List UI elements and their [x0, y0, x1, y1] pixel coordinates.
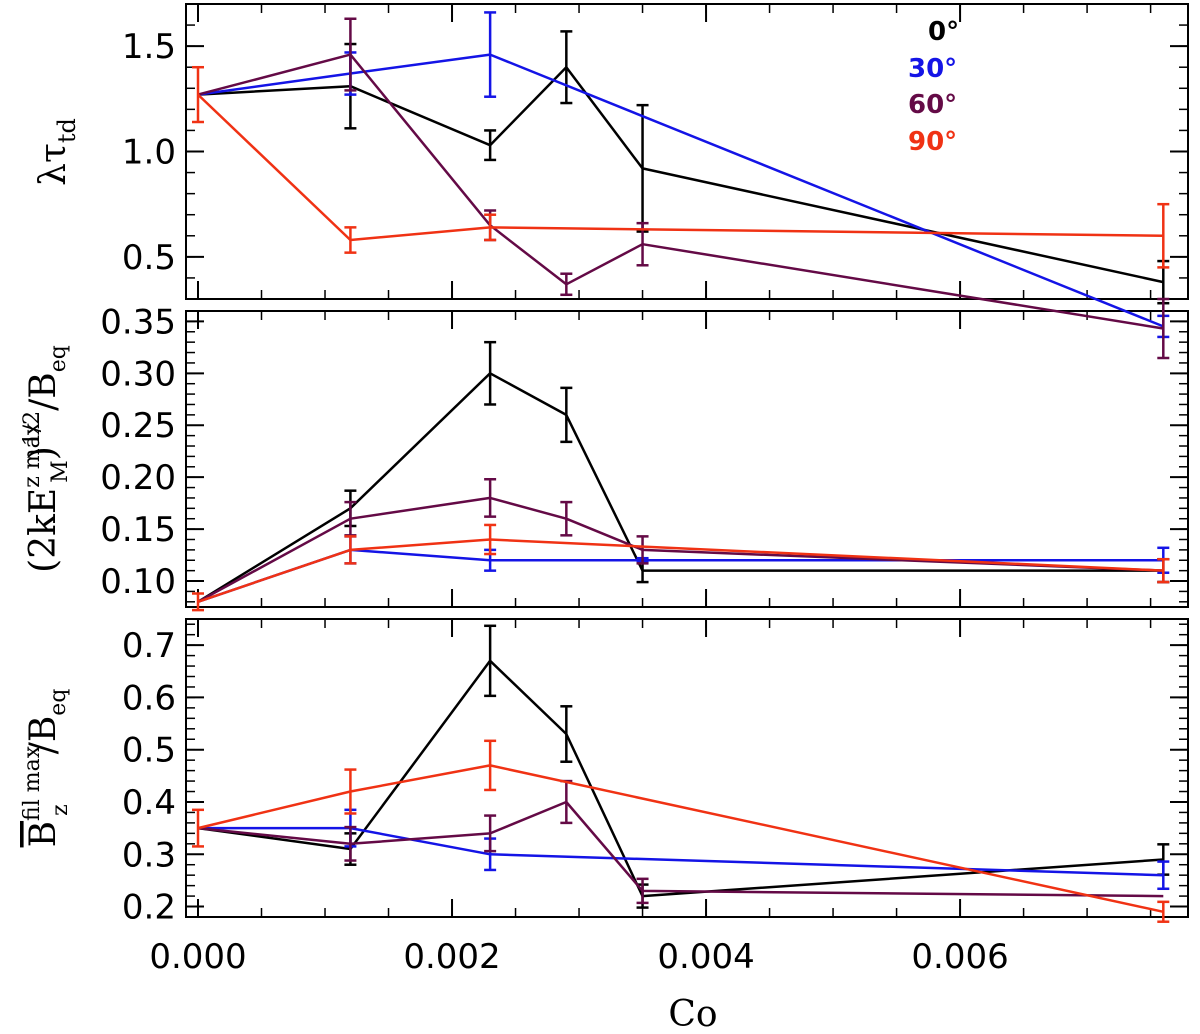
y-tick-label: 1.0 [122, 133, 176, 173]
legend-entry-30: 30° [908, 54, 957, 84]
y-tick-label: 0.2 [122, 888, 176, 928]
y-tick-label: 0.25 [100, 406, 176, 446]
y-tick-label: 0.4 [122, 783, 176, 823]
series-line-1-1 [197, 548, 1164, 603]
y-tick-label: 0.20 [100, 458, 176, 498]
y-tick-label: 0.10 [100, 562, 176, 602]
bottom-ylabel: Bfil max z/Beq [20, 689, 73, 848]
series-line-0-0 [197, 65, 1164, 284]
series-line-1-0 [197, 372, 1164, 603]
series-line-1-2 [197, 496, 1164, 603]
series-layer [192, 11, 1170, 923]
x-tick-label: 0.002 [403, 937, 500, 977]
labels-layer: 0.5 1.0 1.5 0.10 0.15 0.20 0.25 0.30 0.35 0.2 0.3 0… [100, 27, 1008, 977]
bottom-panel-frame [185, 618, 1189, 918]
x-tick-label: 0.004 [657, 937, 754, 977]
series-line-2-0 [197, 659, 1164, 898]
y-tick-label: 0.35 [100, 302, 176, 342]
y-tick-label: 0.30 [100, 354, 176, 394]
series-line-1-3 [197, 538, 1164, 603]
series-line-2-3 [197, 764, 1164, 914]
x-axis-title: Co [668, 994, 717, 1034]
y-tick-label: 0.15 [100, 510, 176, 550]
x-tick-label: 0.006 [911, 937, 1008, 977]
legend-entry-60: 60° [908, 90, 957, 120]
series-line-0-1 [197, 53, 1164, 328]
legend-entry-90: 90° [908, 127, 957, 157]
legend: 0° 30° 60° 90° [908, 17, 959, 157]
y-tick-label: 0.5 [122, 238, 176, 278]
x-tick-label: 0.000 [149, 937, 246, 977]
y-tick-label: 0.7 [122, 626, 176, 666]
middle-ylabel: (2kEz max M)1/2/Beq [20, 345, 73, 573]
series-line-2-2 [197, 800, 1164, 898]
top-ylabel: λτtd [33, 118, 81, 186]
series-line-0-3 [197, 93, 1164, 242]
ticks-layer [186, 3, 1188, 917]
series-line-0-2 [197, 53, 1164, 330]
legend-entry-0: 0° [928, 17, 959, 47]
y-tick-label: 0.5 [122, 731, 176, 771]
y-tick-label: 1.5 [122, 27, 176, 67]
series-line-2-1 [198, 826, 1164, 877]
y-tick-label: 0.3 [122, 835, 176, 875]
y-tick-label: 0.6 [122, 678, 176, 718]
svg-text:λτtd: λτtd [33, 118, 81, 186]
middle-panel-frame [185, 310, 1189, 608]
